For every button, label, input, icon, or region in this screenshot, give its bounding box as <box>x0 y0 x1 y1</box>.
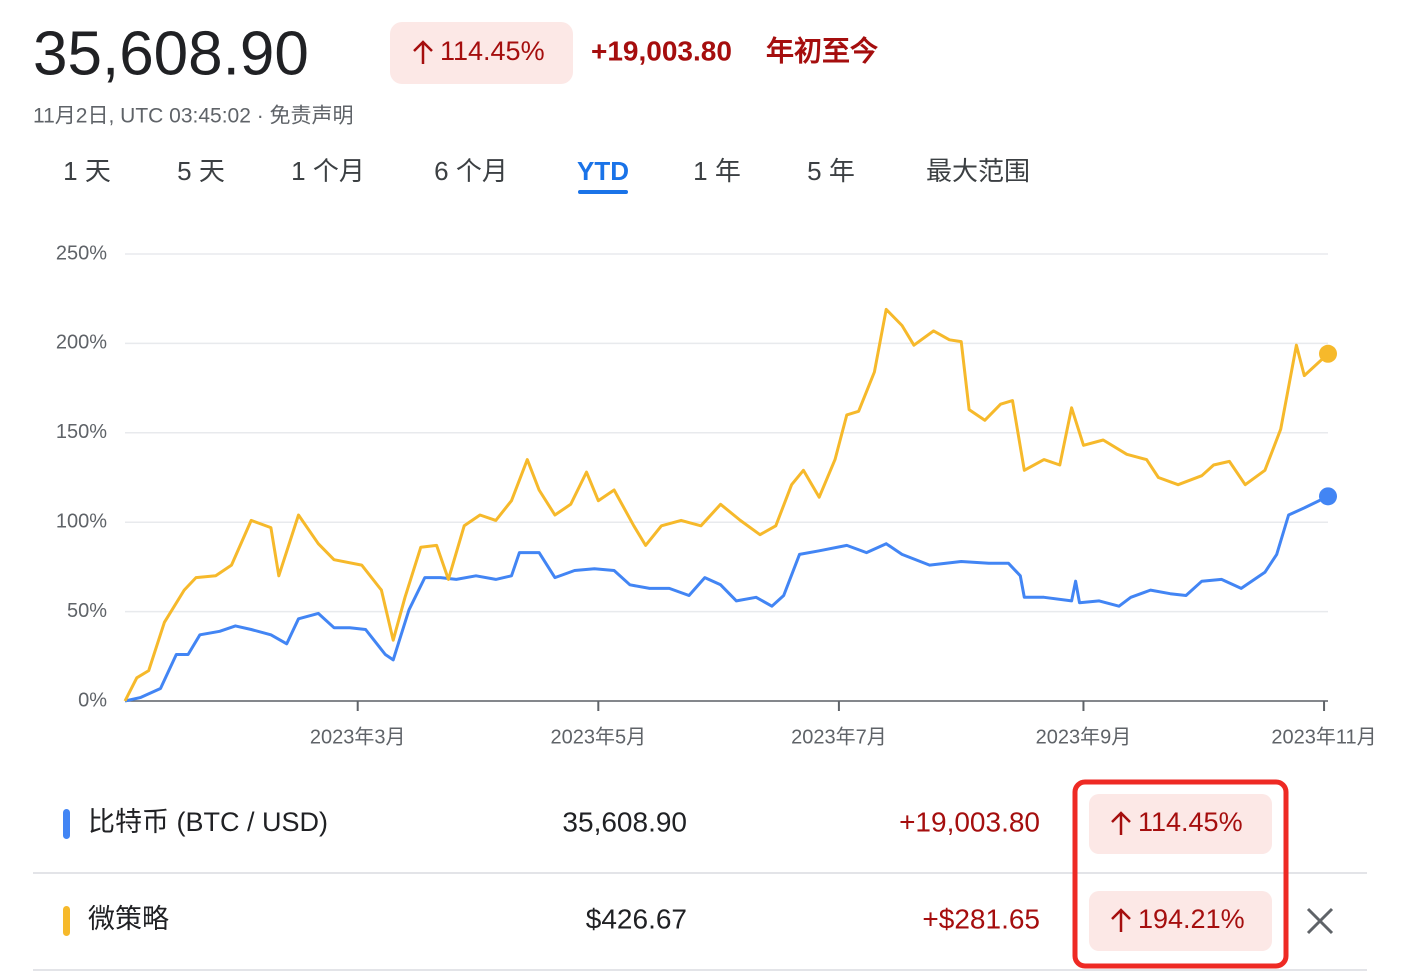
range-tab[interactable]: YTD <box>577 156 629 186</box>
x-tick-label: 2023年9月 <box>1036 725 1132 748</box>
y-tick-label: 0% <box>78 689 107 711</box>
y-tick-label: 100% <box>56 510 107 532</box>
row-pct-badge <box>1089 891 1272 951</box>
range-tabs: 1 天 5 天 1 个月 6 个月 YTD 1 年 5 年 最大范围 <box>63 156 1030 194</box>
range-tab[interactable]: 1 个月 <box>291 156 365 186</box>
y-tick-label: 150% <box>56 421 107 443</box>
row-change-pct: 114.45% <box>1138 807 1243 837</box>
change-pct: 114.45% <box>440 36 545 66</box>
up-arrow <box>1111 811 1131 835</box>
y-tick-label: 250% <box>56 242 107 264</box>
x-tick-label: 2023年3月 <box>310 725 406 748</box>
end-point <box>1319 487 1337 506</box>
highlight-box <box>1072 779 1289 969</box>
up-arrow <box>1111 908 1131 932</box>
range-tab[interactable]: 5 年 <box>807 156 855 186</box>
remove-button[interactable] <box>1306 907 1334 935</box>
row-change-pct: 194.21% <box>1138 904 1245 934</box>
timestamp[interactable]: 11月2日, UTC 03:45:02 · 免责声明 <box>33 105 354 128</box>
row-price: $426.67 <box>586 903 687 934</box>
period-label: 年初至今 <box>766 34 878 66</box>
range-tab[interactable]: 1 年 <box>693 156 741 186</box>
row-price: 35,608.90 <box>562 806 687 837</box>
x-tick-label: 2023年7月 <box>791 725 887 748</box>
end-point <box>1319 344 1337 363</box>
row-name: 比特币 (BTC / USD) <box>88 807 328 837</box>
range-tab[interactable]: 5 天 <box>177 156 225 186</box>
x-tick-label: 2023年11月 <box>1271 725 1376 748</box>
comparison-table: 比特币 (BTC / USD) 35,608.90 +19,003.80 114.45… <box>33 794 1367 971</box>
change-badge <box>390 22 573 84</box>
y-tick-label: 200% <box>56 332 107 354</box>
series-color-bar <box>63 809 70 839</box>
series-color-bar <box>63 906 70 936</box>
y-tick-label: 50% <box>67 600 107 622</box>
price: 35,608.90 <box>33 19 309 88</box>
change-abs: +19,003.80 <box>591 35 732 66</box>
row-pct-badge <box>1089 794 1272 854</box>
range-tab[interactable]: 1 天 <box>63 156 111 186</box>
series-line <box>123 307 1330 702</box>
range-tab[interactable]: 6 个月 <box>434 156 508 186</box>
chart: 0% 50% 100% 150% 200% 250% 2023年3月 2023年5月 2023年… <box>56 242 1377 748</box>
up-arrow <box>413 40 433 64</box>
row-change: +19,003.80 <box>899 806 1040 837</box>
active-tab-underline <box>578 190 628 194</box>
x-tick-label: 2023年5月 <box>550 725 646 748</box>
row-change: +$281.65 <box>922 903 1040 934</box>
range-tab[interactable]: 最大范围 <box>926 156 1030 186</box>
row-name: 微策略 <box>88 904 169 934</box>
series-line <box>124 495 1329 703</box>
